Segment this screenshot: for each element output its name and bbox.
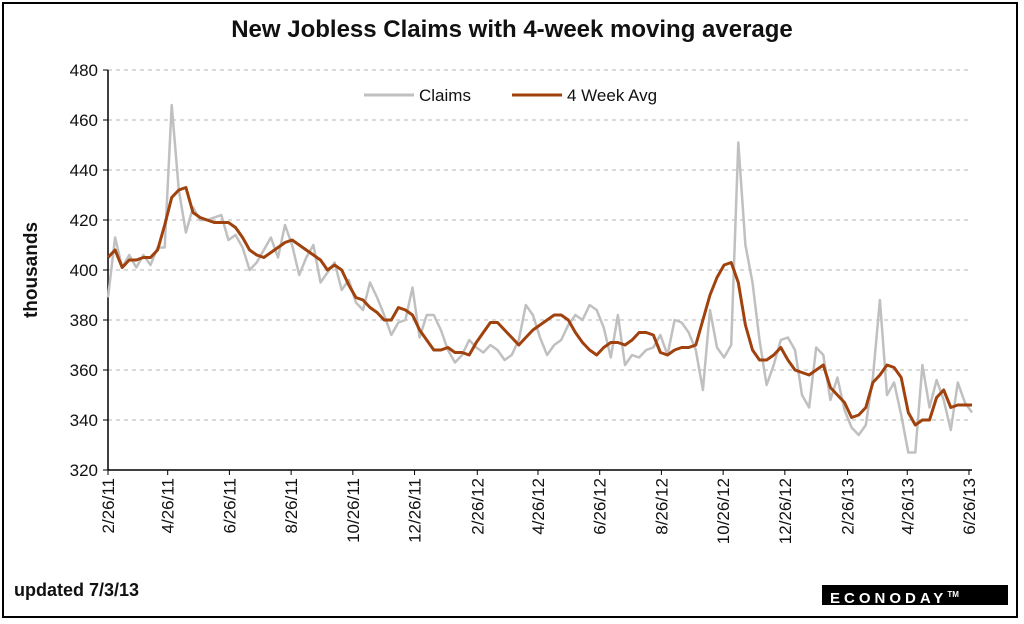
y-tick-labels: 320 340 360 380 400 420 440 460 480 bbox=[70, 61, 98, 480]
updated-note: updated 7/3/13 bbox=[14, 580, 140, 600]
y-tick-label: 320 bbox=[70, 461, 98, 480]
y-tick-label: 360 bbox=[70, 361, 98, 380]
y-tick-label: 340 bbox=[70, 411, 98, 430]
y-tick-label: 420 bbox=[70, 211, 98, 230]
x-tick-label: 6/26/12 bbox=[591, 478, 610, 535]
logo-text: ECONODAY bbox=[830, 590, 948, 607]
legend-label: 4 Week Avg bbox=[567, 86, 657, 105]
x-tick-label: 10/26/11 bbox=[344, 478, 363, 543]
y-tick-label: 380 bbox=[70, 311, 98, 330]
x-tick-label: 4/26/11 bbox=[159, 478, 178, 533]
econoday-logo: ECONODAYTM bbox=[822, 585, 1008, 607]
x-tick-label: 2/26/11 bbox=[99, 478, 118, 533]
x-tick-label: 6/26/11 bbox=[220, 478, 239, 533]
x-tick-label: 4/26/12 bbox=[529, 478, 548, 535]
x-tick-label: 10/26/12 bbox=[714, 478, 733, 544]
y-tick-label: 480 bbox=[70, 61, 98, 80]
x-tick-label: 12/26/11 bbox=[406, 478, 425, 543]
y-tick-label: 440 bbox=[70, 161, 98, 180]
logo-trademark: TM bbox=[947, 590, 959, 599]
x-tick-label: 6/26/13 bbox=[960, 478, 979, 535]
grid-lines bbox=[108, 69, 972, 421]
series-line-four-week-avg bbox=[106, 186, 972, 427]
y-tick-label: 400 bbox=[70, 261, 98, 280]
chart-title: New Jobless Claims with 4-week moving av… bbox=[231, 16, 793, 43]
axes bbox=[103, 69, 972, 475]
legend-label: Claims bbox=[419, 86, 471, 105]
x-tick-label: 8/26/12 bbox=[652, 478, 671, 535]
x-tick-label: 2/26/12 bbox=[468, 478, 487, 535]
x-tick-label: 2/26/13 bbox=[839, 478, 858, 535]
x-tick-labels: 2/26/11 4/26/11 6/26/11 8/26/11 10/26/11 12/2… bbox=[99, 478, 979, 544]
x-tick-label: 8/26/11 bbox=[282, 478, 301, 533]
series-lines bbox=[106, 103, 974, 454]
x-tick-label: 4/26/13 bbox=[898, 478, 917, 535]
x-tick-label: 12/26/12 bbox=[776, 478, 795, 544]
legend: Claims 4 Week Avg bbox=[364, 86, 657, 105]
y-tick-label: 460 bbox=[70, 111, 98, 130]
series-line-claims bbox=[106, 103, 974, 454]
